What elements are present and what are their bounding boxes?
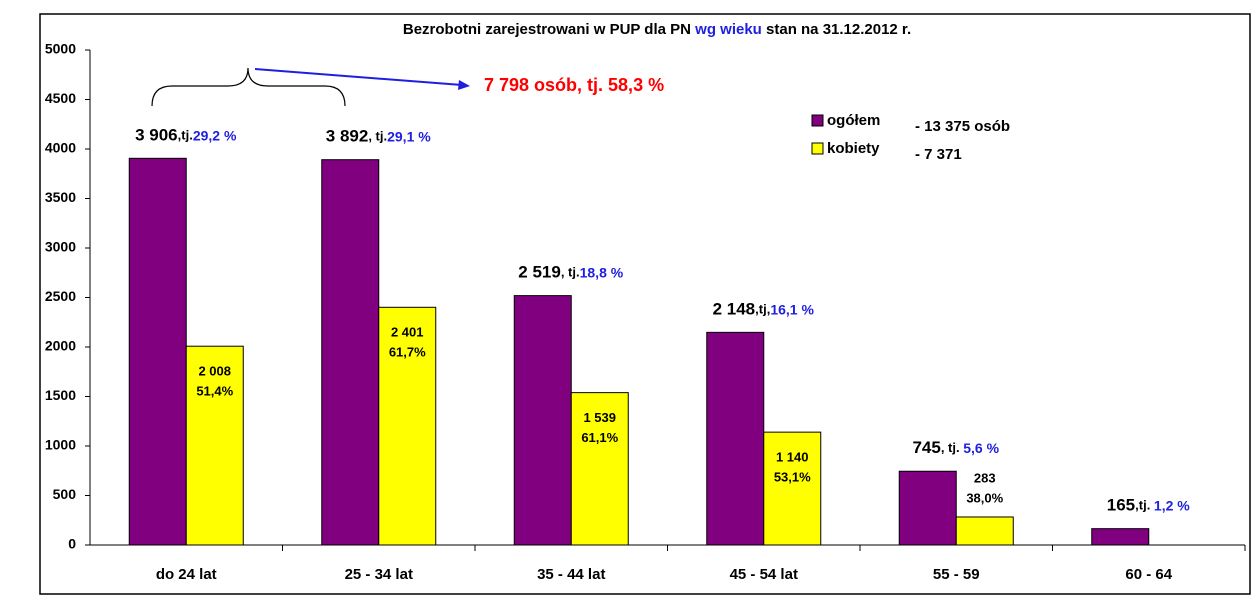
legend-label: kobiety xyxy=(827,140,880,157)
data-label-join: , tj. xyxy=(941,441,963,456)
data-label-share: 1,2 % xyxy=(1154,497,1190,513)
legend-note: - 13 375 osób xyxy=(915,118,1010,135)
x-tick-label: 60 - 64 xyxy=(1125,566,1172,583)
data-label-share: 18,8 % xyxy=(580,264,624,280)
bar xyxy=(898,470,957,546)
x-tick-label: do 24 lat xyxy=(156,566,217,583)
data-label: 3 892, tj.29,1 % xyxy=(326,127,431,146)
legend-label: ogółem xyxy=(827,112,880,129)
data-label-value: 1 539 xyxy=(583,410,616,425)
brace xyxy=(151,67,346,107)
data-label-share: 61,1% xyxy=(581,430,618,445)
bar xyxy=(763,431,822,546)
data-label-join: ,tj. xyxy=(178,128,193,143)
data-label-value: 745 xyxy=(912,439,940,458)
data-label-value: 2 401 xyxy=(391,325,424,340)
arrow-head xyxy=(458,80,470,90)
data-label-join: , tj. xyxy=(561,265,580,280)
y-tick-label: 1500 xyxy=(45,387,76,403)
y-tick-label: 500 xyxy=(53,486,77,502)
data-label-value: 3 906 xyxy=(135,126,178,145)
bar xyxy=(570,392,629,546)
data-label-value: 2 148 xyxy=(713,300,756,319)
data-label-join: , tj. xyxy=(368,129,387,144)
data-label-value: 2 519 xyxy=(518,263,561,282)
bar xyxy=(321,159,380,546)
data-label-value: 1 140 xyxy=(776,450,809,465)
legend-swatch xyxy=(811,114,824,127)
data-label: 165,tj. 1,2 % xyxy=(1107,496,1191,515)
y-tick-label: 3500 xyxy=(45,189,76,205)
bar xyxy=(378,306,437,546)
title-part: stan na 31.12.2012 r. xyxy=(762,21,911,38)
x-tick-label: 45 - 54 lat xyxy=(730,566,798,583)
y-tick-label: 0 xyxy=(68,536,76,552)
bar xyxy=(1091,528,1150,546)
annotation: 7 798 osób, tj. 58,3 % xyxy=(484,75,664,95)
data-label-share: 53,1% xyxy=(774,470,811,485)
data-label-share: 16,1 % xyxy=(770,301,814,317)
bar xyxy=(185,345,244,546)
legend-note: - 7 371 xyxy=(915,146,962,163)
y-tick-label: 4500 xyxy=(45,90,76,106)
chart-title: Bezrobotni zarejestrowani w PUP dla PN w… xyxy=(403,21,911,38)
y-tick-label: 3000 xyxy=(45,239,76,255)
bar xyxy=(955,516,1014,546)
y-tick-label: 1000 xyxy=(45,437,76,453)
y-tick-label: 5000 xyxy=(45,41,76,57)
data-label-value: 2 008 xyxy=(198,364,231,379)
data-label-value: 3 892 xyxy=(326,127,369,146)
data-label-share: 29,2 % xyxy=(193,127,237,143)
data-label-value: 283 xyxy=(974,470,996,485)
data-label-value: 165 xyxy=(1107,496,1135,515)
data-label: 745, tj. 5,6 % xyxy=(912,439,999,458)
arrow xyxy=(254,68,463,86)
data-label: 2 519, tj.18,8 % xyxy=(518,263,623,282)
x-tick-label: 25 - 34 lat xyxy=(345,566,413,583)
bar xyxy=(513,295,572,546)
x-tick-label: 35 - 44 lat xyxy=(537,566,605,583)
data-label-share: 61,7% xyxy=(389,345,426,360)
bar xyxy=(706,331,765,546)
x-tick-label: 55 - 59 xyxy=(933,566,980,583)
title-part: Bezrobotni zarejestrowani w PUP dla PN xyxy=(403,21,695,38)
y-tick-label: 2000 xyxy=(45,338,76,354)
bar xyxy=(128,157,187,546)
y-tick-label: 2500 xyxy=(45,288,76,304)
data-label-share: 5,6 % xyxy=(963,440,999,456)
data-label: 2 148,tj,16,1 % xyxy=(713,300,815,319)
data-label-share: 51,4% xyxy=(196,384,233,399)
legend-swatch xyxy=(811,142,824,155)
data-label-share: 38,0% xyxy=(966,490,1003,505)
title-highlight: wg wieku xyxy=(694,21,762,38)
y-tick-label: 4000 xyxy=(45,140,76,156)
data-label-join: ,tj, xyxy=(755,302,770,317)
data-label-share: 29,1 % xyxy=(387,128,431,144)
data-label-join: ,tj. xyxy=(1135,498,1154,513)
data-label: 3 906,tj.29,2 % xyxy=(135,126,237,145)
